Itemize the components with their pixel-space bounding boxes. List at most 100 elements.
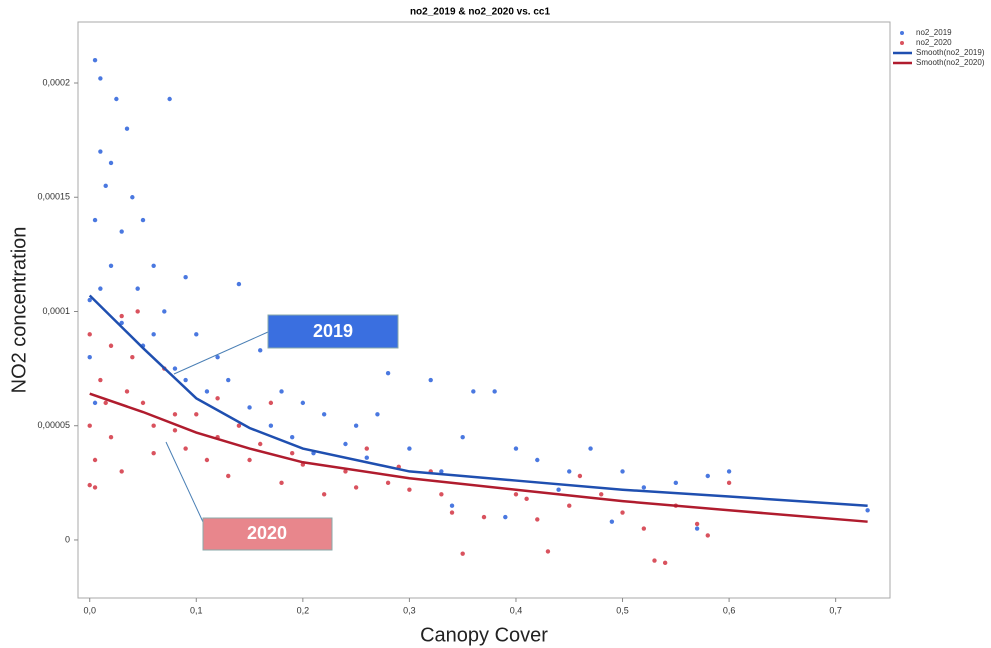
x-tick-label: 0,0: [83, 605, 96, 615]
legend-label: no2_2019: [916, 28, 952, 37]
point: [140, 400, 146, 406]
point: [108, 160, 114, 166]
point: [98, 286, 103, 291]
point: [194, 332, 199, 337]
point: [183, 446, 188, 451]
point: [194, 412, 199, 417]
point: [247, 457, 252, 463]
point: [151, 450, 156, 456]
annotation: 2020: [247, 523, 287, 543]
point: [588, 446, 593, 451]
point: [87, 332, 92, 337]
point: [183, 275, 188, 280]
point: [524, 496, 529, 502]
point: [620, 469, 625, 474]
point: [460, 551, 465, 556]
point: [535, 457, 540, 463]
point: [236, 423, 242, 428]
legend-swatch: [900, 41, 904, 45]
point: [108, 434, 114, 440]
plot-frame: [77, 21, 891, 599]
x-tick-label: 0,6: [723, 605, 736, 615]
point: [289, 434, 295, 440]
y-tick-label: 0: [65, 534, 70, 544]
point: [599, 492, 604, 497]
point: [130, 354, 135, 360]
point: [321, 412, 327, 417]
point: [114, 96, 119, 102]
point: [353, 423, 359, 428]
point: [119, 313, 124, 319]
point: [119, 320, 124, 326]
point: [375, 412, 380, 417]
smooth-line: [88, 294, 868, 507]
point: [471, 389, 476, 394]
point: [98, 377, 103, 383]
point: [119, 469, 124, 474]
point: [865, 508, 870, 513]
smooth-line: [89, 392, 868, 523]
point: [87, 354, 92, 360]
point: [652, 558, 657, 563]
point: [535, 517, 540, 522]
legend-label: no2_2020: [916, 38, 952, 47]
legend-swatch: [900, 31, 904, 35]
point: [103, 400, 108, 406]
chart-title: no2_2019 & no2_2020 vs. cc1: [410, 7, 551, 18]
point: [641, 485, 647, 490]
y-tick-label: 0,0001: [42, 306, 70, 316]
point: [247, 405, 252, 410]
point: [130, 195, 135, 200]
point: [226, 377, 231, 383]
leader-line: [173, 331, 269, 375]
point: [428, 377, 433, 383]
point: [439, 492, 444, 497]
leader-line: [165, 441, 204, 523]
point: [545, 549, 551, 554]
x-tick-label: 0,2: [297, 605, 310, 615]
point: [513, 492, 519, 497]
point: [92, 57, 98, 63]
point: [135, 309, 140, 314]
point: [567, 469, 572, 474]
point: [124, 389, 130, 394]
point: [92, 217, 98, 223]
point: [567, 503, 572, 508]
point: [385, 370, 391, 376]
point: [343, 469, 348, 474]
point: [87, 423, 92, 428]
point: [364, 446, 369, 451]
point: [172, 428, 178, 433]
point: [87, 297, 92, 303]
point: [98, 149, 103, 154]
point: [279, 389, 284, 394]
annotation-box: [202, 517, 333, 551]
point: [449, 503, 455, 508]
point: [103, 183, 108, 189]
point: [204, 389, 210, 394]
point: [124, 126, 130, 131]
point: [215, 396, 220, 401]
point: [92, 485, 98, 490]
point: [577, 473, 583, 479]
point: [620, 510, 625, 515]
point: [609, 519, 615, 524]
point: [135, 286, 140, 291]
point: [258, 441, 263, 447]
point: [705, 473, 710, 479]
x-tick-label: 0,4: [510, 605, 523, 615]
point: [300, 400, 306, 406]
legend-label: Smooth(no2_2020): [916, 58, 985, 67]
point: [236, 281, 242, 287]
point: [407, 487, 412, 492]
point: [407, 446, 412, 451]
point: [92, 400, 98, 406]
point: [705, 533, 710, 538]
point: [108, 343, 114, 348]
point: [321, 492, 327, 497]
point: [503, 514, 508, 520]
y-axis-label: NO2 concentration: [8, 227, 30, 394]
point: [513, 446, 519, 451]
point: [726, 469, 732, 474]
